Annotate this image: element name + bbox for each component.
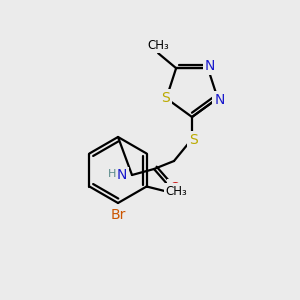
Text: N: N <box>117 168 127 182</box>
Text: CH₃: CH₃ <box>166 185 188 198</box>
Text: S: S <box>189 133 197 147</box>
Text: N: N <box>205 59 215 73</box>
Text: O: O <box>169 181 180 195</box>
Text: CH₃: CH₃ <box>147 39 169 52</box>
Text: Br: Br <box>110 208 126 222</box>
Text: S: S <box>161 91 170 105</box>
Text: N: N <box>214 93 225 107</box>
Text: H: H <box>108 169 116 179</box>
